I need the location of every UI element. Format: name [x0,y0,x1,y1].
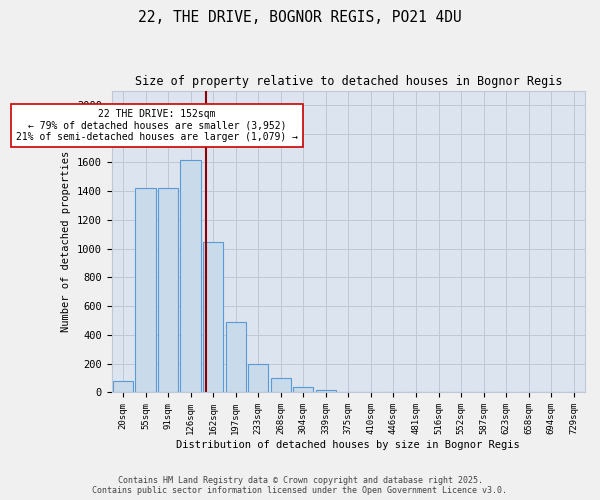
Text: Contains HM Land Registry data © Crown copyright and database right 2025.
Contai: Contains HM Land Registry data © Crown c… [92,476,508,495]
Bar [158,188,178,392]
Bar [316,390,336,392]
Bar [203,242,223,392]
Bar [271,378,291,392]
Bar [248,364,268,392]
Text: 22, THE DRIVE, BOGNOR REGIS, PO21 4DU: 22, THE DRIVE, BOGNOR REGIS, PO21 4DU [138,10,462,25]
Bar [226,322,246,392]
Bar [113,381,133,392]
Y-axis label: Number of detached properties: Number of detached properties [61,151,71,332]
X-axis label: Distribution of detached houses by size in Bognor Regis: Distribution of detached houses by size … [176,440,520,450]
Bar [136,188,155,392]
Title: Size of property relative to detached houses in Bognor Regis: Size of property relative to detached ho… [134,75,562,88]
Text: 22 THE DRIVE: 152sqm
← 79% of detached houses are smaller (3,952)
21% of semi-de: 22 THE DRIVE: 152sqm ← 79% of detached h… [16,109,298,142]
Bar [181,160,201,392]
Bar [293,388,313,392]
